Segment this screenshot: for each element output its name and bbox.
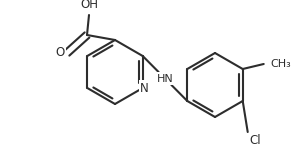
Text: HN: HN xyxy=(157,74,173,84)
Text: OH: OH xyxy=(80,0,98,11)
Text: Cl: Cl xyxy=(249,135,260,148)
Text: CH₃: CH₃ xyxy=(270,59,291,69)
Text: N: N xyxy=(140,82,149,95)
Text: O: O xyxy=(55,47,65,59)
